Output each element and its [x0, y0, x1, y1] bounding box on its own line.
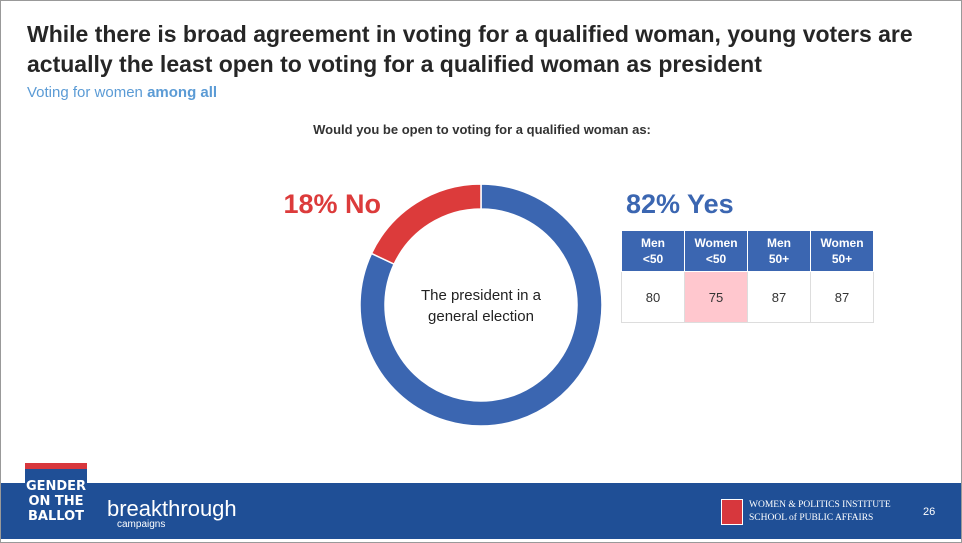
column-header-line: <50: [705, 252, 727, 266]
donut-slice: [359, 183, 603, 427]
wpi-logo: WOMEN & POLITICS INSTITUTE SCHOOL of PUBL…: [749, 499, 891, 525]
slide-title: While there is broad agreement in voting…: [27, 21, 913, 77]
center-label: The president in a general election: [421, 287, 542, 325]
subtitle-emphasis: among all: [147, 84, 218, 101]
data-row: 80 75 87 87: [621, 271, 874, 323]
slice-label: 18% No: [283, 189, 381, 219]
footer: [1, 483, 961, 539]
chart: 82% Yes 18% No The president in a general e…: [283, 183, 734, 427]
breakthrough-sub: campaigns: [117, 519, 166, 530]
center-label-line: The president in a: [421, 287, 542, 304]
column-header-line: Women: [694, 236, 738, 250]
column-header-line: <50: [642, 252, 664, 266]
wpi-line2: SCHOOL of PUBLIC AFFAIRS: [749, 513, 874, 523]
table-cell: 87: [747, 271, 811, 323]
column-header-line: Men: [641, 236, 665, 250]
question: Would you be open to voting for a qualif…: [313, 122, 651, 137]
header-row: Men <50 Women <50 Men 50+ Women 50+: [621, 230, 874, 272]
column-header-line: 50+: [831, 252, 853, 266]
column-header: Women 50+: [810, 230, 874, 272]
column-header-line: Women: [820, 236, 864, 250]
column-header: Women <50: [684, 230, 748, 272]
table-cell: 75: [684, 271, 748, 323]
column-header: Men 50+: [747, 230, 811, 272]
wpi-line1: WOMEN & POLITICS INSTITUTE: [749, 500, 891, 510]
subtitle-text: Voting for women: [27, 84, 143, 101]
breakthrough-logo: breakthrough: [107, 496, 237, 521]
column-header-line: Men: [767, 236, 791, 250]
table-cell: 87: [810, 271, 874, 323]
column-header: Men <50: [621, 230, 685, 272]
center-label-line: general election: [428, 308, 534, 325]
breakdown-table: Men <50 Women <50 Men 50+ Women 50+ 80 75 87 87: [621, 230, 874, 323]
donut-slice: [370, 183, 482, 266]
gender-on-the-ballot-logo: GENDER ON THE BALLOT: [25, 463, 87, 529]
subtitle: Voting for women among all: [27, 84, 217, 101]
slice-label: 82% Yes: [626, 189, 734, 219]
wpi-icon: [721, 499, 743, 525]
table-cell: 80: [621, 271, 685, 323]
page-number: 26: [923, 506, 936, 518]
column-header-line: 50+: [768, 252, 790, 266]
